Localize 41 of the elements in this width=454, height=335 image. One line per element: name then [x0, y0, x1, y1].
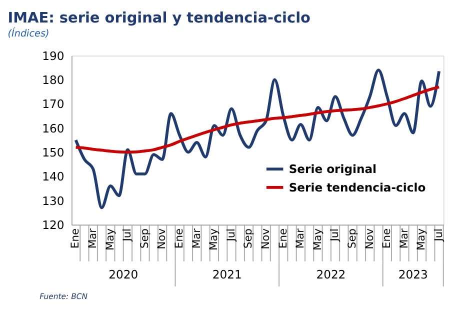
x-tick-label: Jul [224, 228, 238, 242]
legend-label: Serie tendencia-ciclo [288, 180, 426, 194]
x-tick-label: Nov [362, 228, 376, 250]
x-tick-label: Nov [155, 228, 168, 250]
y-tick-label: 190 [42, 48, 64, 63]
x-tick-label: Mar [86, 228, 99, 249]
y-tick-label: 170 [42, 97, 64, 112]
line-series [74, 68, 440, 210]
x-tick-label: May [103, 228, 116, 250]
x-tick-label: Sep [242, 228, 255, 248]
x-tick-label: May [414, 228, 428, 250]
x-tick-label: Sep [138, 228, 151, 248]
x-tick-label: Jul [120, 228, 134, 242]
chart-title: IMAE: serie original y tendencia-ciclo [8, 10, 311, 27]
y-tick-label: 160 [42, 121, 64, 136]
text: 2021 [212, 268, 242, 282]
chart-subtitle: (Índices) [8, 27, 50, 40]
x-tick-label: May [310, 228, 324, 250]
y-tick-label: 150 [42, 146, 64, 160]
y-tick-label: 120 [42, 218, 64, 232]
y-tick-label: 140 [42, 170, 64, 184]
y-tick-label: 130 [42, 194, 64, 208]
x-tick-label: Ene [68, 228, 82, 248]
x-tick-label: Jul [328, 228, 342, 242]
x-tick-label: Jul [432, 228, 445, 242]
text: 2020 [108, 268, 138, 282]
text: 2023 [398, 268, 428, 282]
line-series [74, 86, 440, 154]
x-tick-label: Ene [276, 228, 290, 248]
x-tick-label: Mar [397, 228, 410, 249]
text: 2022 [316, 268, 346, 282]
x-tick-label: Sep [345, 228, 358, 248]
x-tick-label: Mar [190, 228, 203, 249]
source-note: Fuente: BCN [40, 292, 88, 301]
x-tick-label: Ene [380, 228, 394, 248]
y-tick-label: 180 [42, 73, 64, 88]
x-tick-label: Mar [294, 228, 307, 249]
x-tick-label: May [207, 228, 220, 250]
legend-label: Serie original [288, 162, 376, 176]
x-tick-label: Nov [258, 228, 272, 250]
x-tick-label: Ene [172, 228, 186, 248]
